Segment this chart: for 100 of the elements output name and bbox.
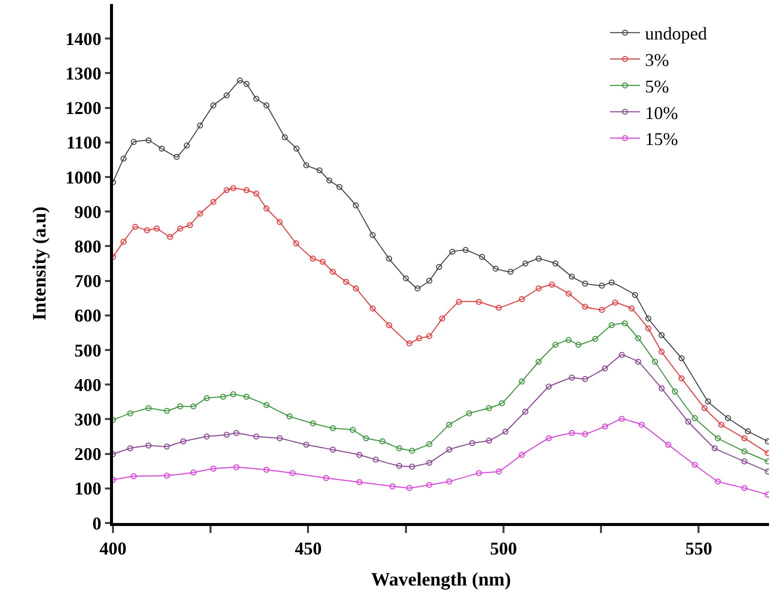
y-tick-label: 200 [74, 444, 102, 464]
point [546, 384, 552, 390]
point [330, 446, 336, 453]
point [678, 375, 685, 382]
y-tick-label: 300 [74, 410, 102, 430]
point [702, 405, 708, 412]
point [164, 408, 170, 414]
point [390, 483, 396, 490]
point [197, 210, 204, 217]
point [370, 305, 376, 312]
point [323, 475, 330, 482]
point [263, 102, 270, 108]
point [602, 423, 608, 430]
point [568, 274, 575, 280]
point [316, 167, 323, 174]
point [426, 441, 432, 448]
point [508, 268, 514, 275]
point [672, 388, 678, 395]
point [741, 435, 748, 442]
point [496, 304, 502, 311]
point [582, 376, 588, 382]
point [618, 416, 625, 422]
point [744, 428, 751, 434]
point [439, 316, 446, 322]
point [741, 485, 748, 492]
point [575, 342, 582, 348]
point [658, 348, 665, 355]
y-tick-label: 800 [74, 236, 102, 256]
point [449, 248, 456, 255]
point [233, 464, 240, 470]
point [496, 468, 502, 474]
point [352, 285, 359, 292]
point [363, 435, 370, 442]
point [409, 464, 416, 470]
point [356, 479, 362, 486]
point [406, 340, 412, 346]
x-tick-label: 450 [294, 538, 322, 559]
point [230, 391, 236, 398]
point [612, 300, 618, 306]
point [665, 442, 672, 448]
point [330, 268, 336, 275]
point [446, 422, 452, 428]
point [632, 292, 638, 298]
point [154, 226, 160, 232]
x-tick-label: 550 [685, 538, 712, 559]
y-tick-label: 900 [74, 202, 102, 222]
point [658, 385, 665, 392]
legend-label: 15% [645, 129, 678, 150]
point [276, 435, 283, 442]
legend-label: undoped [645, 24, 707, 44]
y-tick-label: 400 [74, 374, 102, 395]
point [120, 238, 127, 245]
point [220, 394, 226, 400]
point [502, 428, 508, 435]
point [725, 415, 731, 422]
point [146, 137, 152, 144]
point [190, 469, 196, 476]
point [645, 316, 652, 322]
point [132, 224, 138, 230]
point [343, 278, 350, 285]
point [177, 403, 184, 410]
y-tick-label: 1400 [65, 28, 102, 49]
point [466, 410, 472, 416]
point [210, 198, 216, 205]
point [469, 440, 476, 446]
point [244, 394, 250, 400]
point [476, 298, 482, 305]
point [253, 190, 260, 197]
point [685, 418, 692, 425]
x-tick-label: 400 [100, 538, 126, 559]
point [548, 282, 555, 288]
point [546, 435, 552, 442]
point [286, 413, 292, 420]
point [276, 218, 283, 225]
point [330, 425, 336, 432]
point [456, 298, 462, 305]
point [352, 202, 359, 208]
point [130, 139, 137, 146]
point [426, 482, 432, 488]
point [486, 405, 492, 412]
point [426, 278, 432, 284]
y-tick-label: 700 [74, 271, 102, 292]
point [582, 304, 588, 310]
point [310, 420, 316, 426]
point [230, 185, 236, 192]
point [522, 260, 528, 266]
x-axis-title: Wavelength (nm) [371, 569, 511, 590]
point [741, 458, 748, 464]
point [164, 444, 170, 450]
point [635, 358, 642, 365]
point [233, 430, 240, 436]
point [177, 226, 184, 232]
point [416, 335, 422, 342]
y-tick-label: 1100 [66, 132, 102, 153]
point [608, 280, 615, 286]
y-tick-label: 1000 [65, 167, 102, 188]
point [498, 400, 505, 406]
point [618, 352, 625, 358]
point [146, 442, 152, 448]
point [436, 264, 442, 270]
